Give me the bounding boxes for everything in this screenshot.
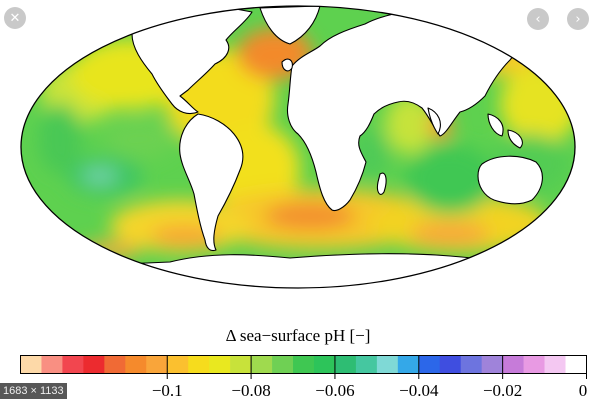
colorbar-tick-label: −0.04 <box>399 381 439 400</box>
colorbar-cell <box>502 355 524 374</box>
close-button[interactable]: ✕ <box>4 7 26 29</box>
colorbar-cell <box>209 355 231 374</box>
colorbar-cell <box>313 355 336 374</box>
colorbar-tick-label: −0.02 <box>482 381 523 400</box>
colorbar-cell <box>125 355 147 374</box>
colorbar-tick-label: −0.08 <box>231 381 271 400</box>
colorbar-tick-label: −0.06 <box>315 381 355 400</box>
colorbar-tick-label: −0.1 <box>151 381 183 400</box>
chevron-left-icon: ‹ <box>535 11 541 27</box>
colorbar-cell <box>334 355 357 374</box>
colorbar-cell <box>251 355 273 374</box>
colorbar-cell <box>397 355 420 374</box>
colorbar-tick-label: 0 <box>578 381 588 400</box>
colorbar-cell <box>355 355 378 374</box>
colorbar-cell <box>565 355 587 374</box>
colorbar-cell <box>418 355 441 374</box>
colorbar-cell <box>460 355 482 374</box>
chevron-right-icon: › <box>575 11 581 27</box>
next-image-button[interactable]: › <box>567 8 589 30</box>
colorbar-cell <box>41 355 63 374</box>
ocean-ph-map <box>20 5 576 289</box>
colorbar-cell <box>167 355 189 374</box>
colorbar-cell <box>146 355 168 374</box>
image-dimensions-badge: 1683 × 1133 <box>0 383 67 399</box>
colorbar-cell <box>104 355 126 374</box>
colorbar-label: Δ sea−surface pH [−] <box>225 326 371 345</box>
colorbar-cell <box>188 355 210 374</box>
colorbar-cell <box>439 355 462 374</box>
colorbar-cell <box>376 355 399 374</box>
colorbar-cell <box>83 355 105 374</box>
colorbar <box>20 355 587 379</box>
previous-image-button[interactable]: ‹ <box>527 8 549 30</box>
colorbar-cell <box>544 355 566 374</box>
colorbar-cell <box>62 355 84 374</box>
colorbar-cell <box>523 355 545 374</box>
colorbar-cell <box>230 355 252 374</box>
colorbar-cell <box>293 355 315 374</box>
colorbar-cell <box>20 355 42 374</box>
colorbar-cell <box>272 355 294 374</box>
close-icon: ✕ <box>9 10 21 26</box>
colorbar-cell <box>481 355 503 374</box>
